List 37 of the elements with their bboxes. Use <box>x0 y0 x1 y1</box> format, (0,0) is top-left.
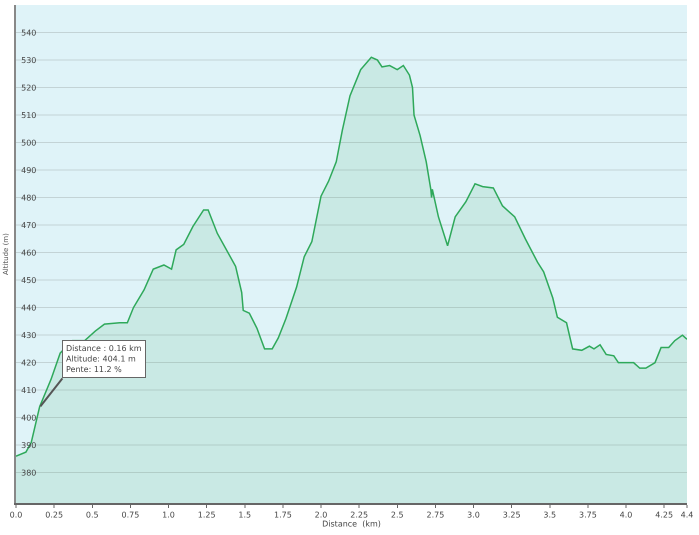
y-tick-label: 500 <box>21 138 36 148</box>
y-tick-label: 450 <box>21 276 36 285</box>
x-tick-label: 2.5 <box>390 510 404 520</box>
annotation: Distance : 0.16 km Altitude: 404.1 m Pente: 11.2 % <box>66 344 142 374</box>
x-tick-label: 0.25 <box>45 510 64 520</box>
y-tick-label: 430 <box>21 330 36 340</box>
y-tick-label: 520 <box>21 83 36 92</box>
x-tick-label: 0.0 <box>10 510 22 520</box>
x-tick-label: 2.25 <box>350 510 368 520</box>
x-tick-label: 1.5 <box>238 510 252 520</box>
y-tick-label: 530 <box>21 56 36 65</box>
x-tick-label: 1.0 <box>162 510 175 520</box>
y-tick-label: 480 <box>21 193 36 202</box>
x-tick-label: 4.0 <box>620 510 632 520</box>
x-tick-label: 0.5 <box>86 510 99 520</box>
y-tick-label: 470 <box>21 220 36 230</box>
y-tick-label: 490 <box>21 166 36 175</box>
y-tick-label: 410 <box>21 386 36 395</box>
x-tick-label: 1.75 <box>274 510 292 520</box>
x-tick-label: 3.5 <box>543 510 556 520</box>
y-tick-label: 540 <box>21 28 36 38</box>
y-tick-label: 380 <box>21 468 36 478</box>
y-tick-label: 400 <box>21 414 36 423</box>
x-tick-label: 2.0 <box>314 510 328 520</box>
x-tick-label: 2.75 <box>426 510 444 520</box>
y-tick-label: 420 <box>21 358 36 368</box>
x-tick-label: 4.25 <box>655 510 674 520</box>
x-tick-label: 3.25 <box>502 510 521 520</box>
x-axis-title: Distance (km) <box>322 519 381 528</box>
x-tick-label: 3.0 <box>467 510 480 520</box>
x-tick-label: 0.75 <box>121 510 140 520</box>
x-tick-label: 3.75 <box>578 510 597 520</box>
x-tick-label: 1.25 <box>198 510 216 520</box>
y-tick-label: 510 <box>21 110 36 120</box>
y-tick-label: 440 <box>21 303 36 312</box>
y-tick-label: 460 <box>21 248 36 258</box>
x-tick-label: 4.4 <box>680 510 694 520</box>
